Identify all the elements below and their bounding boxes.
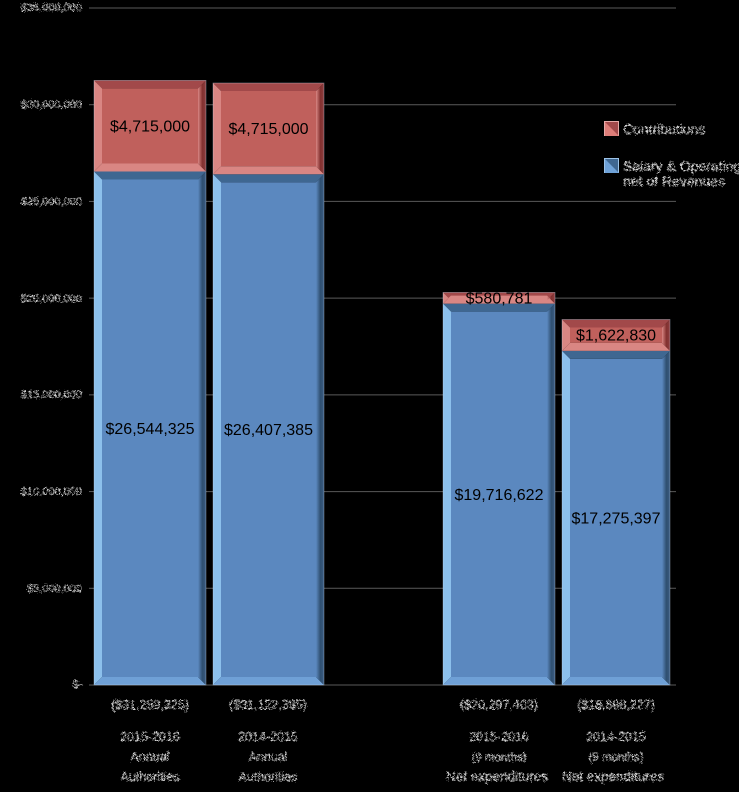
- svg-text:Annual: Annual: [131, 750, 170, 764]
- svg-text:($31,122,385): ($31,122,385): [229, 698, 307, 712]
- svg-text:$4,715,000: $4,715,000: [110, 119, 190, 136]
- svg-text:$26,544,325: $26,544,325: [106, 421, 195, 438]
- svg-text:$20,000,000: $20,000,000: [21, 293, 82, 305]
- svg-text:2015-2016: 2015-2016: [469, 730, 529, 744]
- svg-text:$25,000,000: $25,000,000: [21, 196, 82, 208]
- svg-text:2014-2015: 2014-2015: [238, 730, 298, 744]
- svg-text:2015-2016: 2015-2016: [120, 730, 180, 744]
- svg-text:$19,716,622: $19,716,622: [455, 487, 544, 504]
- svg-text:$4,715,000: $4,715,000: [228, 121, 308, 138]
- svg-text:(9 months): (9 months): [472, 752, 527, 764]
- svg-text:Authorities: Authorities: [120, 770, 179, 784]
- svg-text:Net expenditures: Net expenditures: [446, 769, 548, 784]
- svg-text:net of Revenues: net of Revenues: [623, 173, 725, 189]
- svg-text:Salary & Operating: Salary & Operating: [623, 158, 739, 174]
- svg-text:$26,407,385: $26,407,385: [224, 422, 313, 439]
- svg-text:Annual: Annual: [249, 750, 288, 764]
- svg-text:Authorities: Authorities: [238, 770, 297, 784]
- svg-text:$580,781: $580,781: [466, 291, 533, 308]
- svg-text:$35,000,000: $35,000,000: [21, 2, 82, 14]
- svg-text:$1,622,830: $1,622,830: [576, 328, 656, 345]
- svg-text:$30,000,000: $30,000,000: [21, 99, 82, 111]
- svg-text:$17,275,397: $17,275,397: [572, 510, 661, 527]
- svg-text:($31,259,325): ($31,259,325): [111, 698, 189, 712]
- svg-text:$15,000,000: $15,000,000: [21, 389, 82, 401]
- svg-text:($18,898,227): ($18,898,227): [577, 698, 655, 712]
- svg-text:(9 months): (9 months): [589, 752, 644, 764]
- svg-text:$5,000,000: $5,000,000: [27, 583, 82, 595]
- svg-text:($20,297,403): ($20,297,403): [460, 698, 538, 712]
- svg-text:Net expenditures: Net expenditures: [562, 769, 664, 784]
- svg-text:$10,000,000: $10,000,000: [21, 486, 82, 498]
- svg-text:$-: $-: [72, 679, 82, 691]
- svg-text:2014-2015: 2014-2015: [586, 730, 646, 744]
- svg-text:Contributions: Contributions: [623, 121, 706, 137]
